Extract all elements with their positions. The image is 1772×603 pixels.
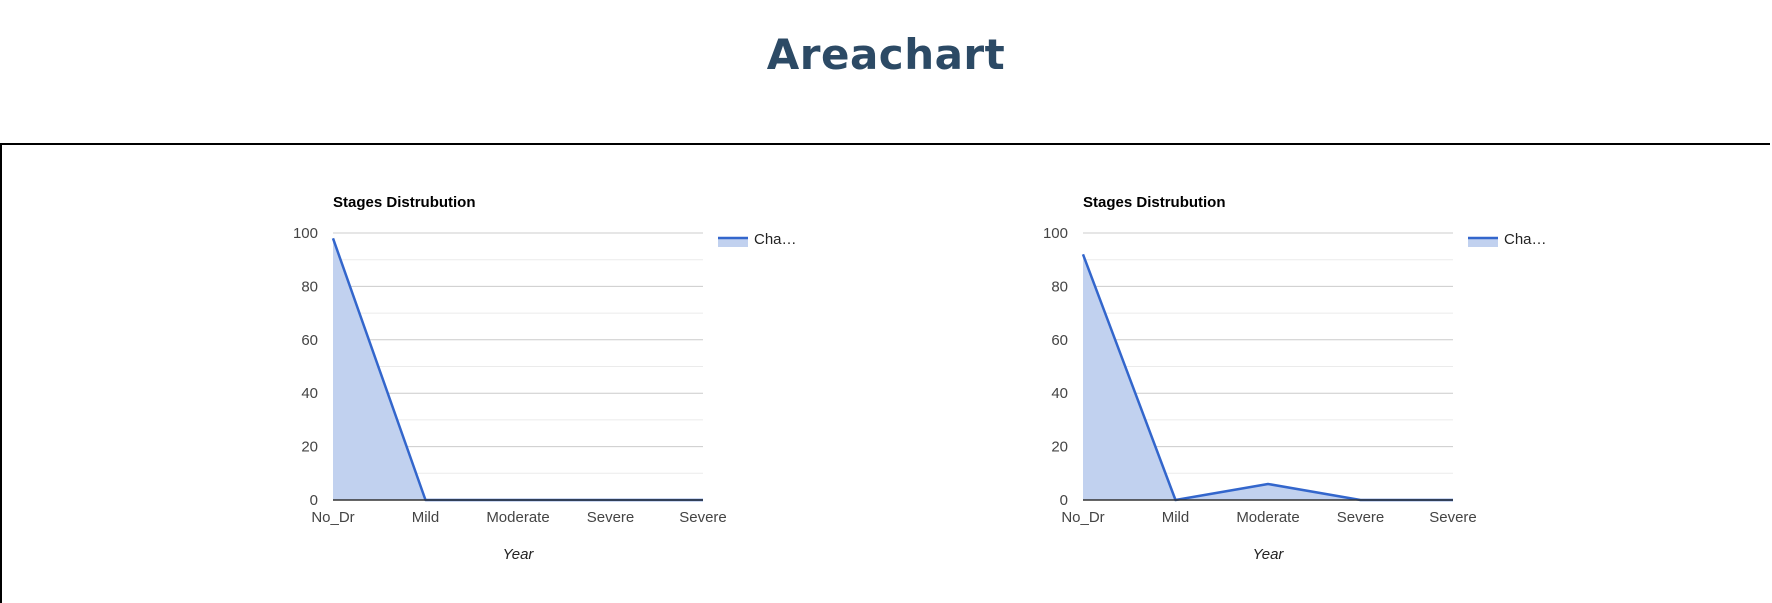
x-tick-label: Severe bbox=[1429, 509, 1477, 526]
area-chart-right: Stages Distrubution 0 20 40 60 80 100 Cha… No_Dr… bbox=[0, 0, 1772, 584]
x-tick-label: Mild bbox=[1162, 509, 1190, 526]
y-tick-label: 80 bbox=[1051, 278, 1068, 295]
x-tick-label: Severe bbox=[1337, 509, 1385, 526]
y-tick-label: 0 bbox=[1060, 492, 1068, 509]
y-tick-label: 100 bbox=[1043, 225, 1068, 242]
y-tick-label: 40 bbox=[1051, 385, 1068, 402]
legend-label: Cha… bbox=[1504, 231, 1547, 248]
series-area bbox=[1083, 254, 1453, 500]
y-tick-label: 20 bbox=[1051, 439, 1068, 456]
chart-title: Stages Distrubution bbox=[1083, 194, 1226, 211]
x-tick-label: No_Dr bbox=[1061, 509, 1104, 526]
x-axis-title: Year bbox=[1253, 546, 1285, 563]
y-tick-label: 60 bbox=[1051, 332, 1068, 349]
x-tick-label: Moderate bbox=[1236, 509, 1299, 526]
